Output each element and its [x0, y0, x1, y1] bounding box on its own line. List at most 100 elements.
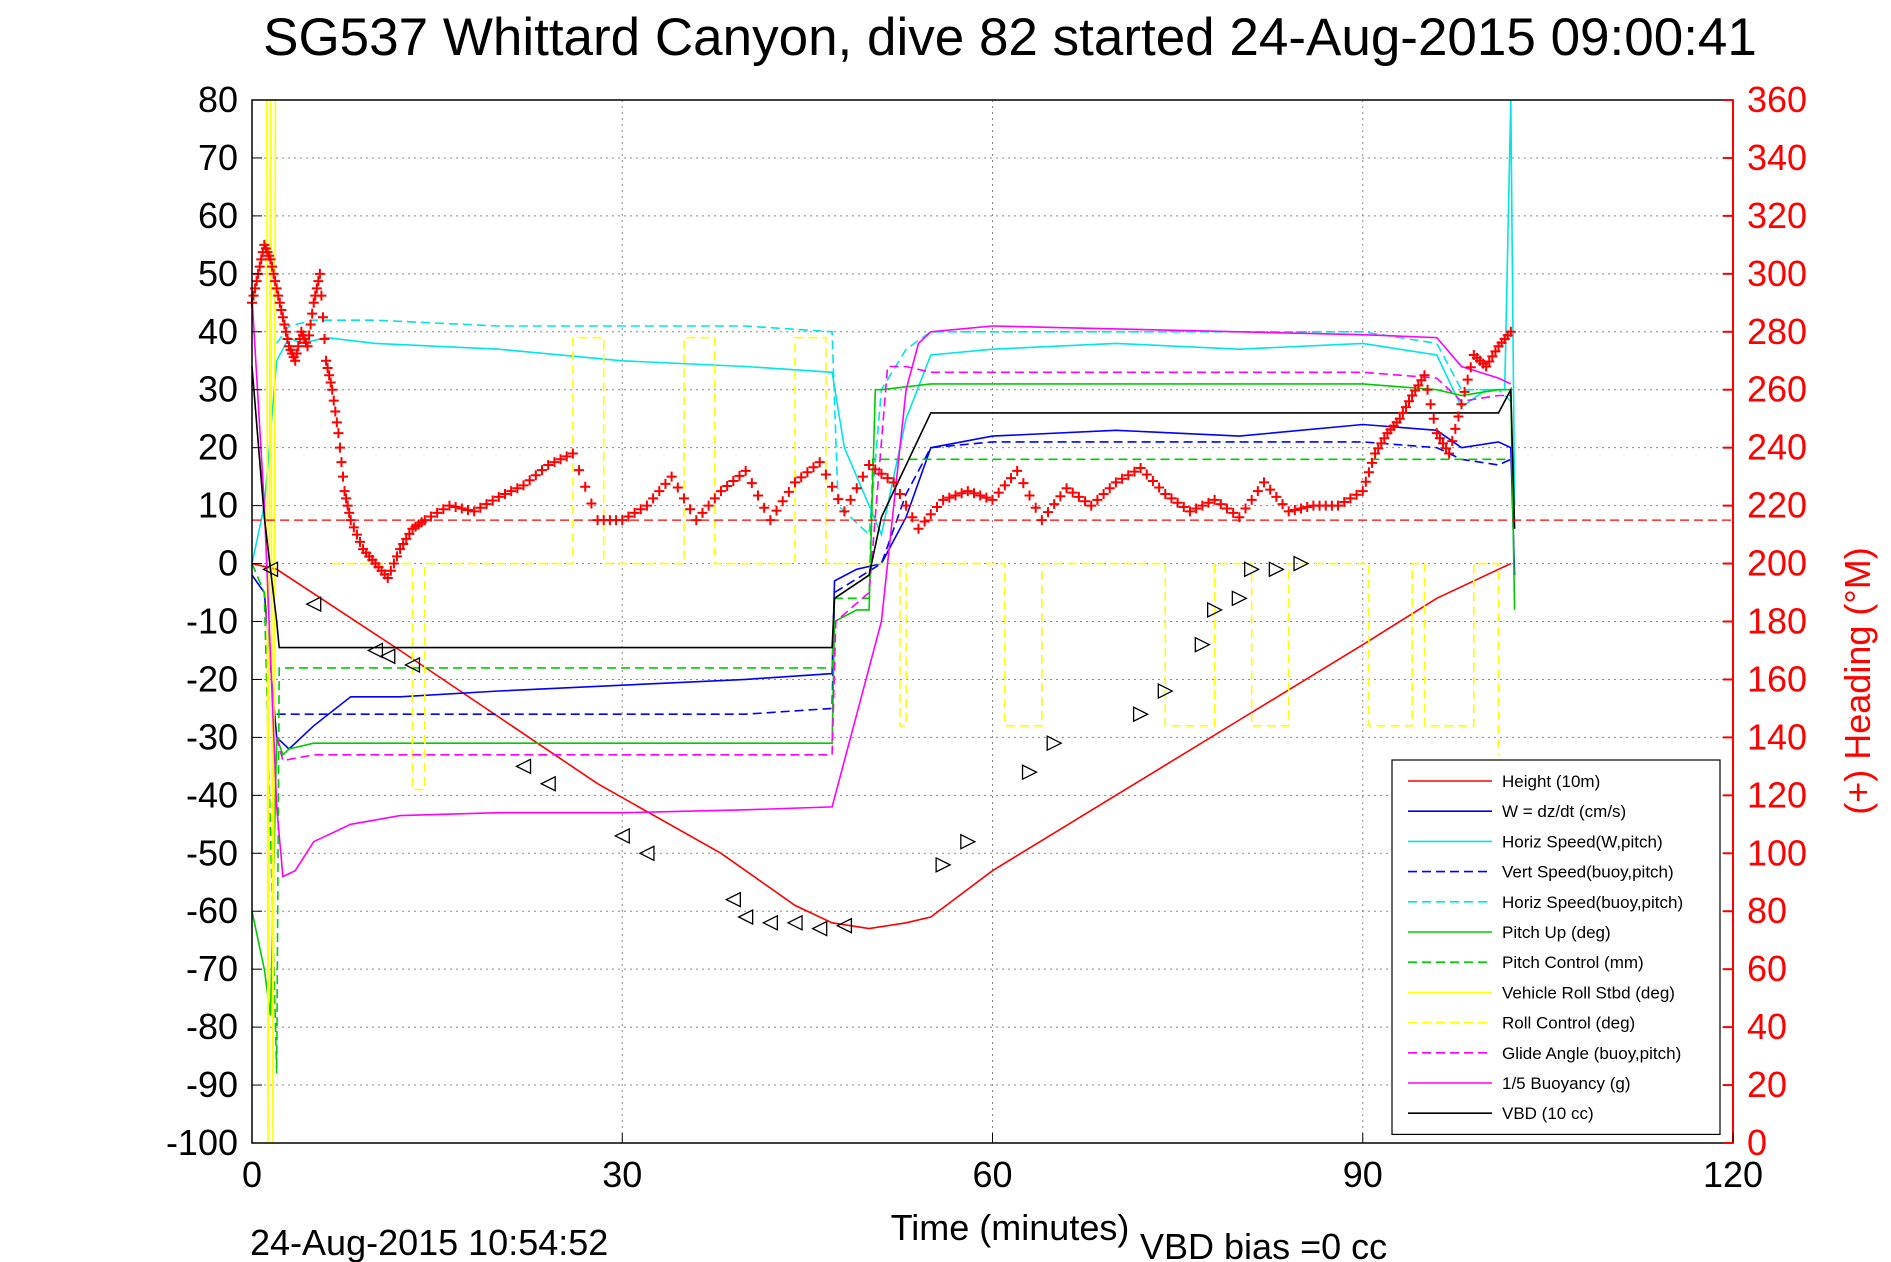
- heading-point: [962, 486, 973, 497]
- heading-point: [348, 522, 359, 533]
- heading-point: [444, 500, 455, 511]
- heading-point: [290, 355, 301, 366]
- heading-point: [543, 460, 554, 471]
- heading-point: [703, 500, 714, 511]
- y-tick-label: -60: [186, 890, 238, 931]
- legend-label: Vert Speed(buoy,pitch): [1502, 863, 1674, 882]
- footer-timestamp: 24-Aug-2015 10:54:52: [250, 1222, 608, 1262]
- heading-point: [401, 533, 412, 544]
- heading-point: [1487, 351, 1498, 362]
- heading-point: [968, 488, 979, 499]
- heading-point: [282, 334, 293, 345]
- heading-point: [617, 515, 628, 526]
- heading-point: [1379, 433, 1390, 444]
- heading-point: [1425, 399, 1436, 410]
- legend-label: Horiz Speed(buoy,pitch): [1502, 893, 1683, 912]
- heading-point: [382, 573, 393, 584]
- heading-point: [814, 457, 825, 468]
- legend-label: Horiz Speed(W,pitch): [1502, 832, 1663, 851]
- heading-point: [1339, 496, 1350, 507]
- heading-point: [666, 471, 677, 482]
- heading-point: [882, 473, 893, 484]
- heading-point: [975, 490, 986, 501]
- heading-point: [648, 493, 659, 504]
- heading-point: [913, 523, 924, 534]
- heading-point: [950, 490, 961, 501]
- heading-point: [1012, 465, 1023, 476]
- heading-point: [907, 512, 918, 523]
- heading-point: [305, 319, 316, 330]
- heading-point: [1036, 515, 1047, 526]
- heading-point: [351, 529, 362, 540]
- heading-point: [1428, 413, 1439, 424]
- heading-point: [1363, 467, 1374, 478]
- heading-point: [419, 515, 430, 526]
- heading-point: [456, 503, 467, 514]
- heading-point: [1098, 489, 1109, 500]
- heading-point: [1160, 489, 1171, 500]
- heading-point: [1444, 448, 1455, 459]
- heading-point: [327, 384, 338, 395]
- heading-point: [1215, 499, 1226, 510]
- height-marker: [1207, 601, 1224, 618]
- heading-point: [1357, 486, 1368, 497]
- height-marker: [379, 648, 396, 665]
- right-tick-label: 180: [1747, 601, 1807, 642]
- heading-point: [802, 467, 813, 478]
- heading-point: [728, 475, 739, 486]
- series-line-9: [275, 365, 1511, 762]
- series-line-6: [251, 458, 1511, 1074]
- heading-point: [524, 475, 535, 486]
- right-tick-label: 100: [1747, 832, 1807, 873]
- heading-point: [1289, 504, 1300, 515]
- heading-point: [1397, 407, 1408, 418]
- heading-point: [820, 469, 831, 480]
- heading-point: [771, 505, 782, 516]
- y-tick-label: -20: [186, 658, 238, 699]
- heading-point: [308, 297, 319, 308]
- x-tick-label: 90: [1343, 1154, 1383, 1195]
- heading-point: [1203, 497, 1214, 508]
- heading-point: [1434, 433, 1445, 444]
- heading-point: [857, 471, 868, 482]
- legend-label: Glide Angle (buoy,pitch): [1502, 1044, 1681, 1063]
- heading-point: [493, 491, 504, 502]
- right-tick-label: 300: [1747, 253, 1807, 294]
- heading-point: [333, 428, 344, 439]
- right-tick-label: 140: [1747, 716, 1807, 757]
- heading-point: [1419, 370, 1430, 381]
- heading-point: [321, 355, 332, 366]
- heading-point: [1030, 502, 1041, 513]
- height-marker: [1021, 764, 1038, 781]
- y-tick-label: -100: [166, 1122, 238, 1163]
- heading-point: [777, 496, 788, 507]
- heading-point: [783, 486, 794, 497]
- legend-label: Height (10m): [1502, 772, 1600, 791]
- heading-point: [1123, 470, 1134, 481]
- heading-point: [580, 481, 591, 492]
- heading-point: [291, 348, 302, 359]
- heading-point: [1191, 503, 1202, 514]
- y-tick-label: 70: [198, 137, 238, 178]
- y-tick-label: 30: [198, 369, 238, 410]
- heading-point: [1049, 499, 1060, 510]
- heading-point: [839, 506, 850, 517]
- heading-point: [586, 498, 597, 509]
- heading-point: [537, 465, 548, 476]
- heading-point: [251, 276, 262, 287]
- heading-point: [293, 341, 304, 352]
- heading-point: [265, 254, 276, 265]
- heading-point: [981, 492, 992, 503]
- heading-point: [331, 417, 342, 428]
- heading-point: [851, 483, 862, 494]
- right-tick-label: 240: [1747, 427, 1807, 468]
- heading-point: [1006, 473, 1017, 484]
- heading-point: [827, 481, 838, 492]
- legend-label: Pitch Control (mm): [1502, 953, 1644, 972]
- heading-point: [623, 511, 634, 522]
- heading-point: [316, 290, 327, 301]
- heading-point: [660, 478, 671, 489]
- heading-point: [425, 511, 436, 522]
- heading-point: [1117, 473, 1128, 484]
- heading-point: [324, 370, 335, 381]
